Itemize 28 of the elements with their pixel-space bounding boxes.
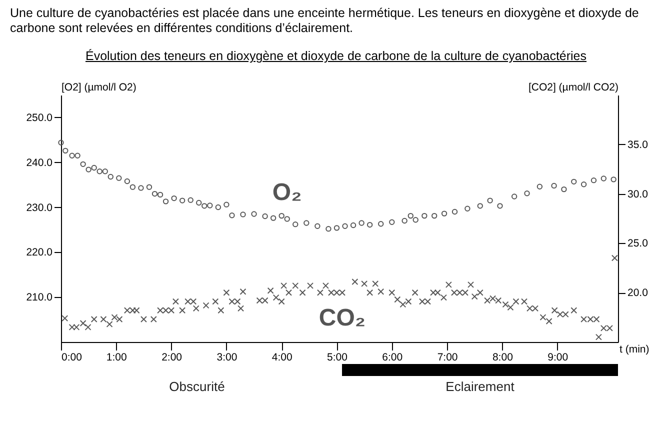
y2-axis-title: [CO2] (µmol/l CO2) [528, 82, 618, 94]
y-tick-label: 220.0 [26, 246, 53, 259]
text: Une culture de cyanobactéries est placée dans une enceinte hermétique. Les teneurs en dioxygène et dioxyde de carbone sont relevées en différentes conditions d’éclairement. [10, 6, 640, 36]
x-tick-label: 5:00 [327, 352, 348, 364]
x-tick-label: 8:00 [492, 352, 514, 364]
x-tick-label: 9:00 [548, 352, 568, 364]
y-axis-title: [O2] (µmol/l O2) [62, 82, 136, 94]
y2-tick-label: 30.0 [628, 188, 648, 200]
y-tick-label: 210.0 [26, 292, 53, 304]
x-tick-label: 1:00 [106, 352, 128, 364]
chart-title: Évolution des teneurs en dioxygène et dioxyde de carbone de la culture de cyanobactéries [84, 49, 588, 63]
series-label: CO₂ [318, 304, 366, 332]
x-tick-label: 2:00 [162, 352, 182, 364]
x-tick-label: 3:00 [216, 352, 238, 364]
x-tick-label: 0:00 [62, 352, 82, 364]
x-axis-title: t (min) [620, 344, 650, 356]
text: Obscurité [168, 379, 226, 394]
series-label: O₂ [272, 178, 302, 206]
y-tick-label: 240.0 [26, 156, 53, 169]
y2-tick-label: 20.0 [628, 287, 648, 300]
x-tick-label: 7:00 [437, 352, 458, 364]
text: Eclairement [444, 379, 516, 394]
y2-tick-label: 25.0 [628, 238, 648, 250]
y2-tick-label: 35.0 [628, 138, 648, 151]
x-tick-label: 6:00 [382, 352, 403, 364]
y-tick-label: 230.0 [26, 202, 53, 214]
x-tick-label: 4:00 [272, 352, 292, 364]
y-tick-label: 250.0 [26, 112, 53, 124]
